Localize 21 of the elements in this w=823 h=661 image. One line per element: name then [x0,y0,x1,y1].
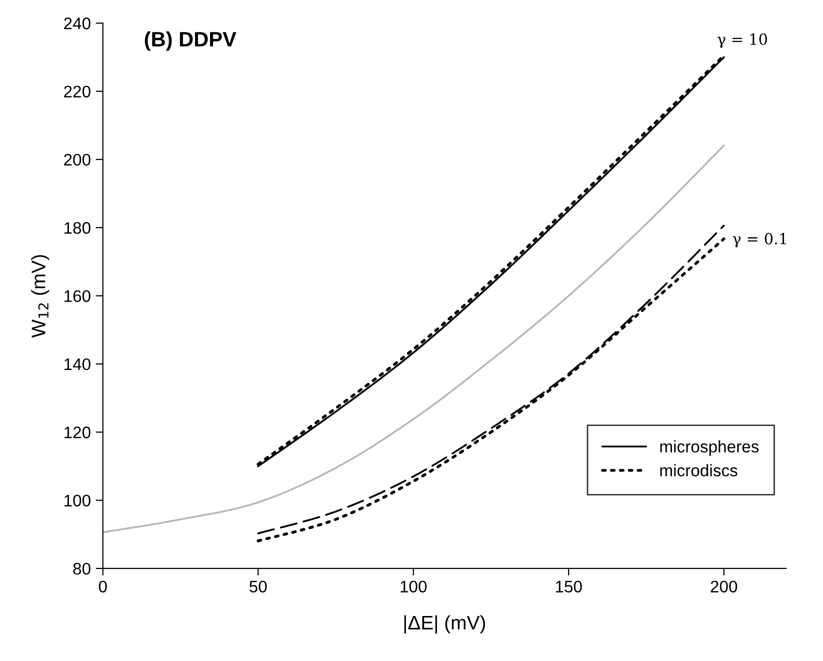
x-axis-title: |ΔE| (mV) [404,615,485,634]
x-tick-label: 0 [98,580,107,593]
y-axis-title: W$_{12}$ (mV) [31,255,50,338]
legend-label: microdiscs [660,464,738,476]
annotation: γ = 0.1 [732,232,786,248]
annotation: γ = 10 [717,33,767,48]
y-tick-label: 140 [64,358,90,370]
y-tick-label: 100 [64,494,90,506]
y-tick-label: 80 [73,562,90,575]
y-tick-label: 240 [64,18,90,30]
x-tick-label: 200 [710,580,738,593]
y-tick-label: 120 [64,426,90,438]
y-tick-label: 160 [64,290,90,302]
x-tick-label: 50 [250,580,267,593]
chart-title: (B) DDPV [144,31,236,51]
y-tick-label: 220 [64,86,90,98]
x-tick-label: 150 [556,580,582,593]
x-tick-label: 100 [400,580,427,593]
y-tick-label: 200 [64,154,90,166]
legend-label: microspheres [660,440,759,456]
y-tick-label: 180 [64,222,90,234]
